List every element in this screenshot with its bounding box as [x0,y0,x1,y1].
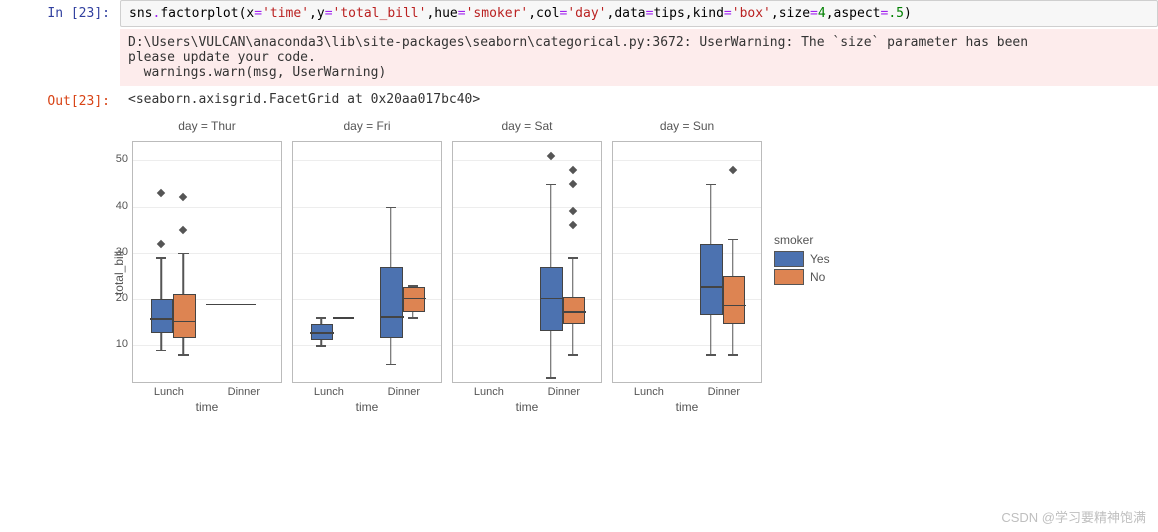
legend-item: Yes [774,251,830,267]
facet-title: day = Sat [452,113,602,141]
legend: smoker Yes No [774,233,830,287]
in-prompt: In [23]: [0,0,120,27]
outlier-point [546,152,554,160]
boxplot-box [311,324,334,340]
stderr-output: D:\Users\VULCAN\anaconda3\lib\site-packa… [120,29,1158,86]
x-tick: Lunch [634,386,664,398]
boxplot-box [723,276,746,324]
warning-cell: D:\Users\VULCAN\anaconda3\lib\site-packa… [0,29,1158,86]
outlier-point [569,207,577,215]
x-axis-label: time [612,398,762,414]
code-input[interactable]: sns.factorplot(x='time',y='total_bill',h… [120,0,1158,27]
outlier-point [179,193,187,201]
output-cell: Out[23]: <seaborn.axisgrid.FacetGrid at … [0,88,1158,111]
x-tick: Dinner [388,386,420,398]
boxplot-box [403,287,426,312]
outlier-point [729,165,737,173]
x-tick: Lunch [474,386,504,398]
outlier-point [157,239,165,247]
x-axis-label: time [292,398,442,414]
x-axis-label: time [132,398,282,414]
x-tick: Lunch [154,386,184,398]
boxplot-box [563,297,586,324]
chart-output: total_bill 5040302010 day = ThurLunchDin… [0,113,1158,414]
watermark: CSDN @学习要精神饱满 [1001,507,1146,526]
input-cell: In [23]: sns.factorplot(x='time',y='tota… [0,0,1158,27]
facet-title: day = Fri [292,113,442,141]
boxplot-box [380,267,403,338]
x-tick: Dinner [228,386,260,398]
x-tick: Lunch [314,386,344,398]
legend-title: smoker [774,233,830,247]
plot-area [292,141,442,383]
outlier-point [157,189,165,197]
facet: day = Sat Lunch Dinnertime [452,113,602,414]
plot-area [452,141,602,383]
facet: day = Fri Lunch Dinnertime [292,113,442,414]
outlier-point [569,165,577,173]
x-tick: Dinner [548,386,580,398]
facet: day = Sun Lunch Dinnertime [612,113,762,414]
boxplot-box [173,294,196,338]
facet-row: day = ThurLunchDinnertimeday = FriLunchD… [132,113,762,414]
x-axis-label: time [452,398,602,414]
x-tick: Dinner [708,386,740,398]
outlier-point [569,179,577,187]
repr-output: <seaborn.axisgrid.FacetGrid at 0x20aa017… [120,88,1158,111]
outlier-point [569,221,577,229]
legend-item: No [774,269,830,285]
outlier-point [179,225,187,233]
plot-area [132,141,282,383]
facet: day = Thur Lunch Dinnertime [132,113,282,414]
boxplot-box [151,299,174,333]
facet-title: day = Sun [612,113,762,141]
plot-area [612,141,762,383]
boxplot-box [540,267,563,331]
y-axis-label: total_bill [110,251,128,295]
empty-prompt [0,29,120,86]
boxplot-box [700,244,723,315]
out-prompt: Out[23]: [0,88,120,111]
facet-title: day = Thur [132,113,282,141]
